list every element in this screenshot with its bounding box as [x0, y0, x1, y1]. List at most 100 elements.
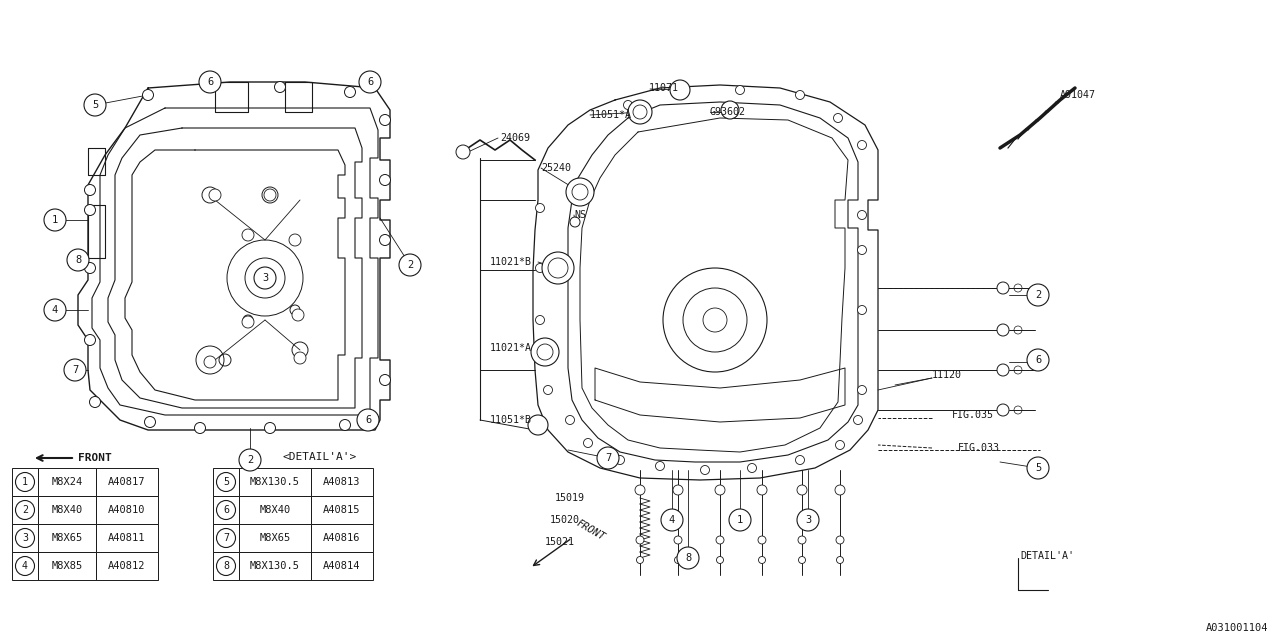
Circle shape	[67, 249, 90, 271]
Circle shape	[635, 485, 645, 495]
Bar	[212, 524, 239, 552]
Text: 8: 8	[223, 561, 229, 571]
Circle shape	[531, 338, 559, 366]
Circle shape	[858, 211, 867, 220]
Text: M8X130.5: M8X130.5	[250, 477, 300, 487]
Text: M8X24: M8X24	[51, 477, 83, 487]
Circle shape	[399, 254, 421, 276]
Text: M8X40: M8X40	[260, 505, 291, 515]
Circle shape	[584, 438, 593, 447]
Circle shape	[535, 264, 544, 273]
Bar	[96, 552, 157, 580]
Bar	[239, 552, 311, 580]
Text: 6: 6	[1034, 355, 1041, 365]
Circle shape	[700, 465, 709, 474]
Text: A40816: A40816	[324, 533, 361, 543]
Circle shape	[456, 145, 470, 159]
Circle shape	[717, 557, 723, 563]
Text: G93602: G93602	[710, 107, 746, 117]
Circle shape	[673, 485, 684, 495]
Text: 15021: 15021	[545, 537, 575, 547]
Circle shape	[216, 529, 236, 547]
Circle shape	[84, 335, 96, 346]
Circle shape	[379, 115, 390, 125]
Text: FIG.033: FIG.033	[957, 443, 1000, 453]
Circle shape	[837, 557, 844, 563]
Text: 15020: 15020	[550, 515, 580, 525]
Circle shape	[544, 385, 553, 394]
Circle shape	[835, 485, 845, 495]
Circle shape	[265, 422, 275, 433]
Text: M8X130.5: M8X130.5	[250, 561, 300, 571]
Text: 8: 8	[74, 255, 81, 265]
Text: 11051*B: 11051*B	[490, 415, 532, 425]
Circle shape	[797, 509, 819, 531]
Circle shape	[344, 86, 356, 97]
Circle shape	[721, 101, 739, 119]
Bar	[38, 552, 96, 580]
Circle shape	[541, 252, 573, 284]
Circle shape	[628, 100, 652, 124]
Text: A91047: A91047	[1060, 90, 1096, 100]
Circle shape	[566, 415, 575, 424]
Bar	[212, 468, 239, 496]
Text: 2: 2	[22, 505, 28, 515]
Text: 25240: 25240	[541, 163, 571, 173]
Circle shape	[15, 529, 35, 547]
Bar	[311, 496, 372, 524]
Circle shape	[677, 547, 699, 569]
Circle shape	[379, 234, 390, 246]
Text: NS: NS	[573, 210, 586, 220]
Bar	[38, 468, 96, 496]
Circle shape	[623, 100, 632, 109]
Circle shape	[836, 440, 845, 449]
Text: A40815: A40815	[324, 505, 361, 515]
Text: 11071: 11071	[649, 83, 678, 93]
Circle shape	[216, 557, 236, 575]
Bar	[12, 552, 38, 580]
Circle shape	[216, 472, 236, 492]
Circle shape	[997, 324, 1009, 336]
Bar	[38, 524, 96, 552]
Text: FIG.035: FIG.035	[952, 410, 995, 420]
Circle shape	[660, 509, 684, 531]
Text: M8X65: M8X65	[51, 533, 83, 543]
Circle shape	[90, 397, 101, 408]
Text: 7: 7	[605, 453, 611, 463]
Text: 3: 3	[805, 515, 812, 525]
Circle shape	[675, 557, 681, 563]
Circle shape	[239, 449, 261, 471]
Text: 5: 5	[1034, 463, 1041, 473]
Circle shape	[145, 417, 155, 428]
Circle shape	[205, 81, 215, 93]
Text: 24069: 24069	[500, 133, 530, 143]
Circle shape	[535, 204, 544, 212]
Circle shape	[736, 86, 745, 95]
Text: <DETAIL'A'>: <DETAIL'A'>	[283, 452, 357, 462]
Text: 2: 2	[247, 455, 253, 465]
Circle shape	[294, 352, 306, 364]
Bar	[239, 496, 311, 524]
Circle shape	[379, 374, 390, 385]
Text: FRONT: FRONT	[78, 453, 111, 463]
Text: 6: 6	[367, 77, 374, 87]
Bar	[38, 496, 96, 524]
Circle shape	[676, 88, 685, 97]
Text: M8X65: M8X65	[260, 533, 291, 543]
Bar	[239, 468, 311, 496]
Text: A40812: A40812	[109, 561, 146, 571]
Text: 5: 5	[223, 477, 229, 487]
Text: A40811: A40811	[109, 533, 146, 543]
Text: A40817: A40817	[109, 477, 146, 487]
Circle shape	[84, 262, 96, 273]
Circle shape	[854, 415, 863, 424]
Circle shape	[1027, 284, 1050, 306]
Circle shape	[570, 217, 580, 227]
Circle shape	[142, 90, 154, 100]
Bar	[12, 496, 38, 524]
Text: 15019: 15019	[556, 493, 585, 503]
Text: 6: 6	[207, 77, 214, 87]
Text: 8: 8	[685, 553, 691, 563]
Text: A40814: A40814	[324, 561, 361, 571]
Text: 7: 7	[72, 365, 78, 375]
